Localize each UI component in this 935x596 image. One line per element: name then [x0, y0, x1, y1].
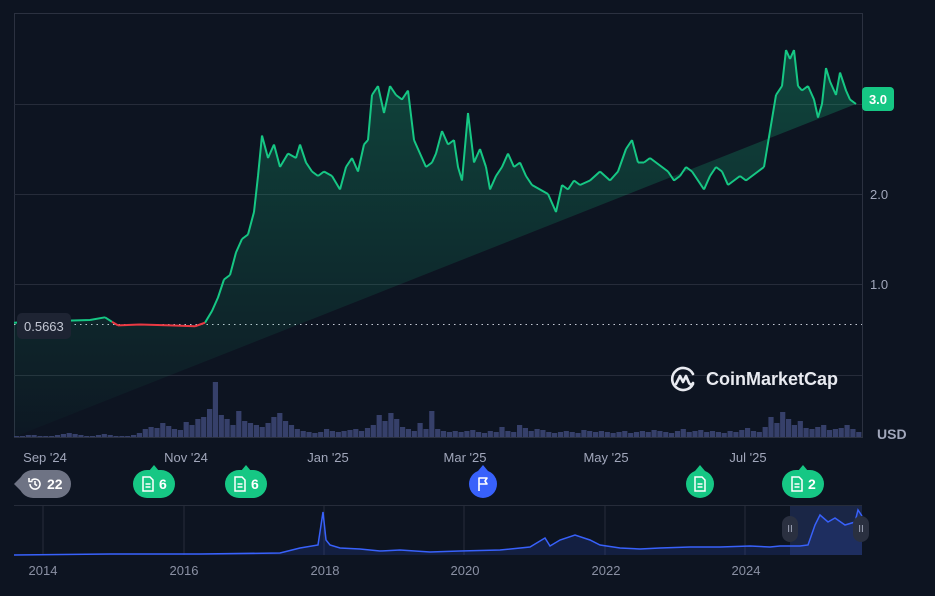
watermark-logo: CoinMarketCap: [668, 364, 838, 394]
navigator-area: [14, 510, 862, 555]
milestone-marker-mar25[interactable]: [469, 470, 497, 498]
x-tick-sep24: Sep '24: [23, 450, 67, 465]
baseline-price-badge: 0.5663: [17, 313, 71, 339]
news-marker-dec24[interactable]: 6: [225, 470, 267, 498]
x-tick-mar25: Mar '25: [443, 450, 487, 465]
x-tick-jul25: Jul '25: [729, 450, 767, 465]
news-marker-nov24[interactable]: 6: [133, 470, 175, 498]
nav-tick-2014: 2014: [28, 563, 58, 578]
navigator-right-handle[interactable]: II: [853, 516, 869, 542]
y-tick-1: 1.0: [870, 277, 889, 292]
navigator-selection[interactable]: [790, 506, 862, 555]
history-events-marker[interactable]: 22: [19, 470, 71, 498]
currency-label[interactable]: USD: [877, 426, 907, 442]
nav-tick-2020: 2020: [450, 563, 480, 578]
current-price-badge: 3.0: [862, 87, 894, 111]
document-icon: [791, 476, 803, 492]
navigator-gridlines: [42, 505, 746, 555]
nav-tick-2018: 2018: [310, 563, 340, 578]
event-count: 2: [808, 476, 816, 492]
price-area: [14, 50, 856, 437]
history-icon: [28, 478, 41, 490]
nav-tick-2016: 2016: [169, 563, 199, 578]
news-marker-jul25[interactable]: 2: [782, 470, 824, 498]
navigator-left-handle[interactable]: II: [782, 516, 798, 542]
document-icon: [142, 476, 154, 492]
nav-tick-2022: 2022: [591, 563, 621, 578]
nav-tick-2024: 2024: [731, 563, 761, 578]
document-icon: [234, 476, 246, 492]
watermark-text: CoinMarketCap: [706, 368, 839, 389]
volume-bars: [14, 382, 862, 437]
plot-frame: [14, 13, 863, 438]
price-line-down: [111, 320, 206, 328]
x-tick-jan25: Jan '25: [307, 450, 349, 465]
event-count: 6: [159, 476, 167, 492]
event-count: 6: [251, 476, 259, 492]
coinmarketcap-icon: [670, 366, 695, 392]
event-count: 22: [47, 476, 63, 492]
x-tick-nov24: Nov '24: [164, 450, 208, 465]
y-tick-2: 2.0: [870, 187, 889, 202]
news-marker-jun25[interactable]: [686, 470, 714, 498]
navigator-line: [13, 508, 863, 556]
document-icon: [694, 476, 706, 492]
flag-icon: [478, 477, 488, 491]
x-tick-may25: May '25: [583, 450, 629, 465]
